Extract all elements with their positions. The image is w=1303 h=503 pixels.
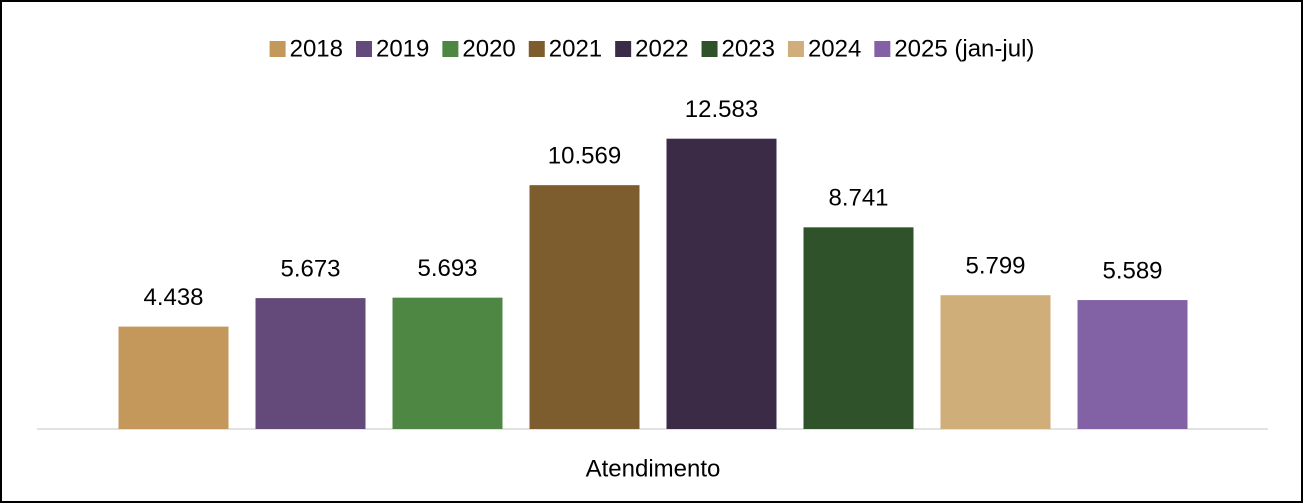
legend-label: 2020 bbox=[462, 35, 515, 62]
legend-swatch bbox=[701, 41, 718, 57]
legend-swatch bbox=[442, 41, 459, 57]
legend-label: 2018 bbox=[290, 35, 343, 62]
value-label: 5.589 bbox=[1102, 257, 1162, 284]
bar bbox=[529, 185, 640, 429]
legend-swatch bbox=[269, 41, 286, 57]
bar bbox=[666, 138, 777, 430]
value-label: 4.438 bbox=[143, 284, 203, 311]
legend-label: 2019 bbox=[376, 35, 429, 62]
bar bbox=[940, 295, 1051, 429]
bar bbox=[118, 326, 229, 429]
legend-swatch bbox=[615, 41, 632, 57]
value-label: 10.569 bbox=[548, 143, 621, 170]
bar bbox=[1077, 300, 1188, 429]
legend-swatch bbox=[787, 41, 804, 57]
value-label: 12.583 bbox=[685, 96, 758, 123]
legend-swatch bbox=[874, 41, 891, 57]
legend-swatch bbox=[355, 41, 372, 57]
legend-label: 2025 (jan-jul) bbox=[894, 35, 1034, 62]
bar bbox=[255, 298, 366, 429]
bar bbox=[392, 297, 503, 429]
value-label: 5.693 bbox=[417, 255, 477, 282]
bar bbox=[803, 227, 914, 429]
legend-label: 2023 bbox=[722, 35, 775, 62]
value-label: 5.673 bbox=[280, 255, 340, 282]
value-label: 8.741 bbox=[828, 185, 888, 212]
value-label: 5.799 bbox=[965, 253, 1025, 280]
legend-label: 2021 bbox=[549, 35, 602, 62]
legend-label: 2024 bbox=[808, 35, 861, 62]
legend-label: 2022 bbox=[635, 35, 688, 62]
legend-swatch bbox=[528, 41, 545, 57]
x-tick-label: Atendimento bbox=[586, 455, 721, 482]
